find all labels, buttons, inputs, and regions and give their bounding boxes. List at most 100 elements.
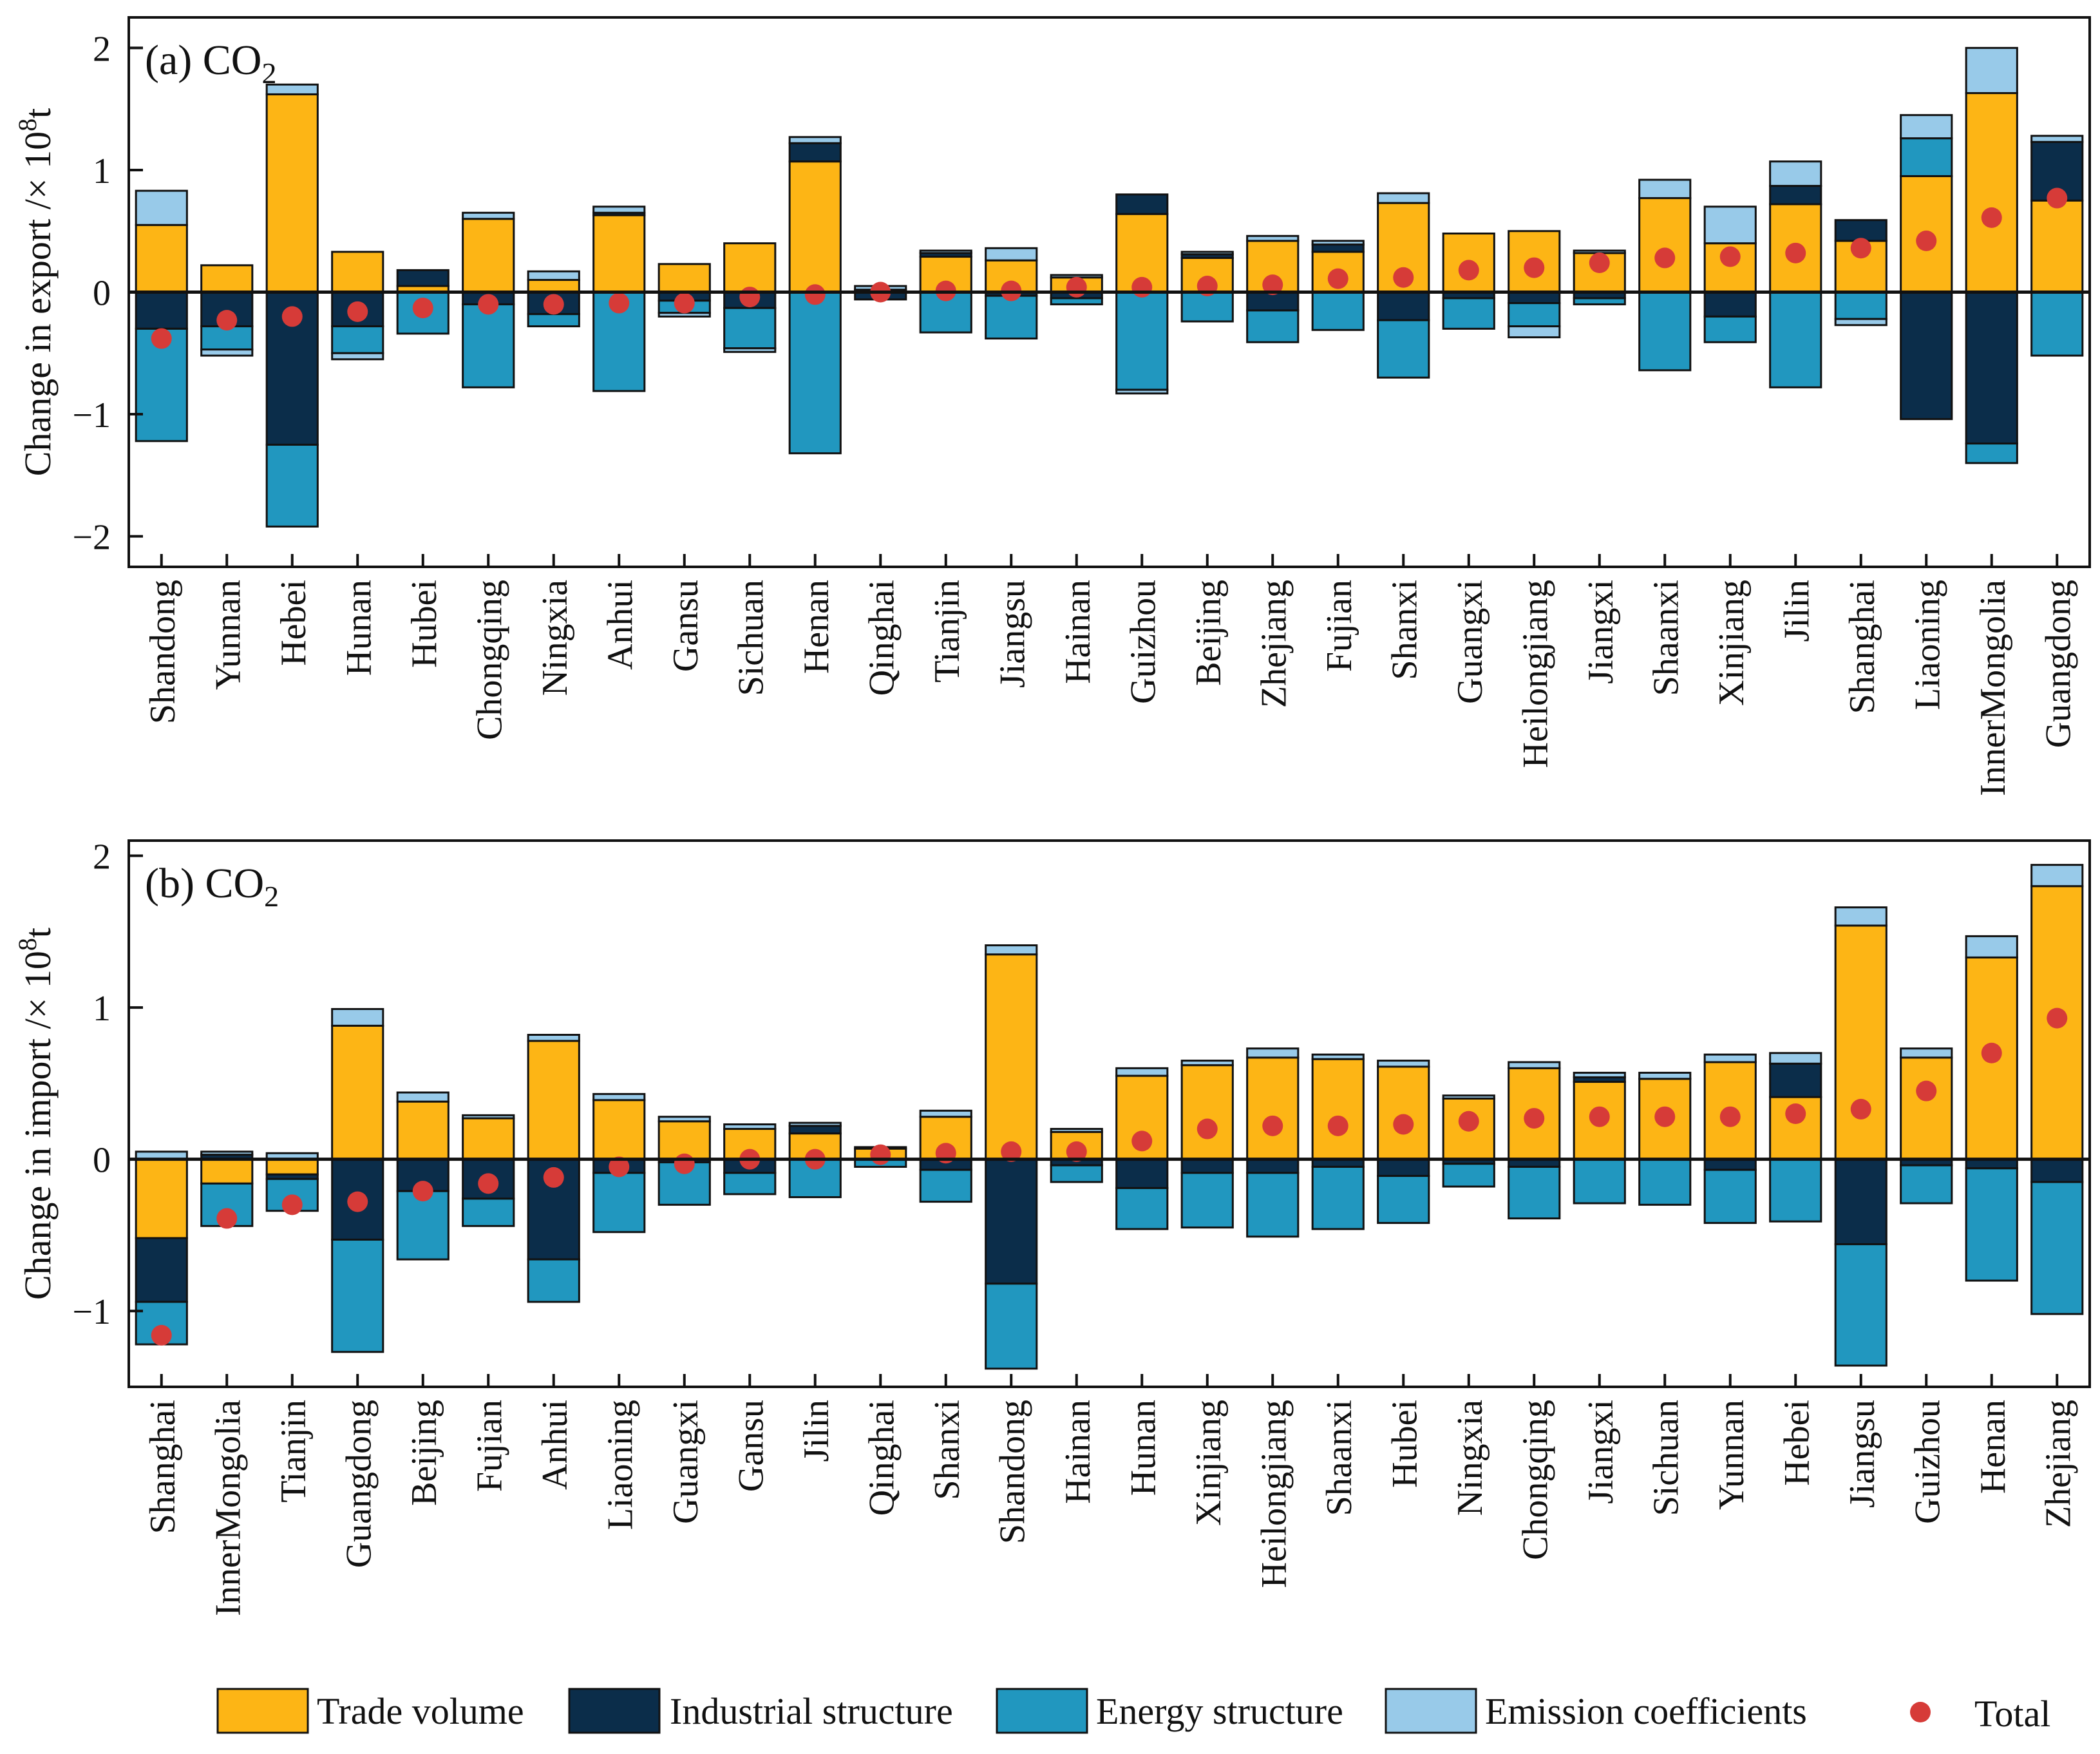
total-dot-guizhou — [1916, 1080, 1937, 1101]
legend-swatch-energy-structure — [996, 1688, 1088, 1734]
category-label-hainan: Hainan — [1058, 580, 1098, 684]
bar-energy-structure-chongqing — [1508, 1165, 1561, 1220]
bar-trade-volume-beijing — [396, 1100, 449, 1161]
total-dot-henan — [1981, 1042, 2002, 1063]
bar-trade-volume-jiangsu — [985, 259, 1038, 293]
total-dot-ningxia — [543, 294, 564, 315]
total-dot-sichuan — [739, 287, 761, 308]
category-label-hebei: Hebei — [274, 580, 314, 666]
bar-emission-coefficients-shaanxi — [1311, 1053, 1365, 1060]
bar-emission-coefficients-zhejiang — [2030, 864, 2084, 888]
total-dot-hebei — [281, 306, 303, 327]
category-label-innermongolia: InnerMongolia — [1973, 580, 2013, 796]
category-label-guangdong: Guangdong — [2038, 580, 2078, 748]
category-label-anhui: Anhui — [600, 580, 640, 670]
category-label-guangdong: Guangdong — [339, 1400, 379, 1568]
bar-industrial-structure-fujian — [1311, 243, 1365, 253]
panel-a-total-dots — [151, 187, 2068, 349]
panel-a-y-tick-label: 0 — [93, 274, 111, 314]
total-dot-chongqing — [478, 294, 499, 315]
bar-trade-volume-shanghai — [135, 1158, 188, 1239]
total-dot-hubei — [412, 298, 433, 319]
bar-industrial-structure-jilin — [1769, 185, 1822, 205]
bar-emission-coefficients-ningxia — [527, 270, 580, 281]
category-label-beijing: Beijing — [404, 1400, 444, 1506]
total-dot-sichuan — [1654, 1106, 1676, 1127]
category-label-heilongjiang: Heilongjiang — [1254, 1400, 1294, 1588]
legend-swatch-emission-coefficients — [1385, 1688, 1477, 1734]
total-dot-jiangxi — [1589, 253, 1610, 274]
panel-a-title: (a) CO2 — [145, 37, 276, 90]
bar-trade-volume-innermongolia — [200, 1158, 254, 1185]
bar-energy-structure-beijing — [1180, 291, 1234, 323]
bar-energy-structure-hebei — [1769, 1158, 1822, 1223]
total-dot-shaanxi — [1654, 247, 1676, 269]
bar-emission-coefficients-heilongjiang — [1246, 1047, 1300, 1059]
panel-a-category-labels: Shandong Yunnan Hebei Hunan Hubei Chongqing Ni… — [143, 580, 2079, 796]
bar-trade-volume-xinjiang — [1180, 1064, 1234, 1161]
bar-energy-structure-zhejiang — [2030, 1181, 2084, 1315]
category-label-shandong: Shandong — [143, 580, 183, 724]
panel-b-y-tick-label: −1 — [72, 1292, 111, 1332]
bar-energy-structure-jiangsu — [985, 294, 1038, 340]
bar-emission-coefficients-fujian — [462, 1114, 515, 1120]
bar-trade-volume-fujian — [462, 1117, 515, 1161]
category-label-innermongolia: InnerMongolia — [208, 1400, 248, 1616]
panel-b-frame — [128, 839, 2091, 1388]
total-dot-hunan — [347, 301, 368, 322]
panel-b-y-tick-label: 1 — [93, 989, 111, 1029]
bar-emission-coefficients-shandong — [135, 189, 188, 226]
total-dot-shaanxi — [1327, 1115, 1348, 1136]
bar-trade-volume-sichuan — [723, 242, 777, 293]
bar-emission-coefficients-hebei — [265, 83, 319, 95]
total-dot-henan — [804, 284, 826, 305]
legend-item-emission-coefficients: Emission coefficients — [1385, 1688, 1807, 1734]
panel-a-y-tick-label: −1 — [72, 396, 111, 435]
panel-a-export-chart: −2 −1 0 1 2 Shandong Yunnan Hebei Hunan Hubei Cho… — [13, 16, 2091, 796]
bar-energy-structure-fujian — [462, 1197, 515, 1227]
legend-label-total: Total — [1974, 1693, 2050, 1735]
bar-emission-coefficients-anhui — [592, 205, 646, 214]
panel-b-title: (b) CO2 — [145, 860, 279, 913]
bar-industrial-structure-heilongjiang — [1246, 1158, 1300, 1174]
total-dot-guangxi — [1458, 260, 1479, 281]
bar-emission-coefficients-chongqing — [462, 211, 515, 220]
bar-energy-structure-shaanxi — [1311, 1165, 1365, 1230]
bar-energy-structure-heilongjiang — [1508, 302, 1561, 328]
total-dot-yunnan — [1719, 1106, 1741, 1127]
bar-emission-coefficients-yunnan — [1703, 1053, 1757, 1063]
total-dot-chongqing — [1524, 1108, 1545, 1129]
bar-trade-volume-anhui — [592, 214, 646, 293]
bar-energy-structure-jiangxi — [1573, 1158, 1626, 1205]
bar-trade-volume-jiangsu — [1834, 924, 1887, 1161]
category-label-liaoning: Liaoning — [1907, 580, 1947, 710]
panel-a-y-axis-label: Change in export /× 108t — [13, 108, 59, 476]
bar-emission-coefficients-innermongolia — [200, 1150, 254, 1156]
bar-trade-volume-shaanxi — [1638, 197, 1692, 294]
bar-energy-structure-sichuan — [723, 307, 777, 350]
bar-energy-structure-anhui — [527, 1258, 580, 1303]
category-label-shanghai: Shanghai — [143, 1400, 183, 1534]
legend-marker-total — [1910, 1702, 1931, 1722]
bar-emission-coefficients-sichuan — [723, 347, 777, 353]
bar-trade-volume-shaanxi — [1311, 1058, 1365, 1161]
bar-industrial-structure-henan — [788, 142, 842, 163]
bar-trade-volume-guizhou — [1900, 1056, 1953, 1161]
panel-a-x-ticks — [160, 554, 2059, 567]
category-label-fujian: Fujian — [469, 1400, 509, 1492]
total-dot-jiangxi — [1589, 1106, 1610, 1127]
bar-energy-structure-zhejiang — [1246, 309, 1300, 343]
total-dot-liaoning — [609, 1156, 630, 1177]
bar-energy-structure-xinjiang — [1180, 1172, 1234, 1229]
bar-emission-coefficients-ningxia — [1442, 1094, 1495, 1100]
bar-emission-coefficients-hubei — [1377, 1060, 1430, 1068]
bar-trade-volume-guangdong — [331, 1024, 384, 1161]
category-label-heilongjiang: Heilongjiang — [1515, 580, 1555, 768]
bar-emission-coefficients-guizhou — [1900, 1047, 1953, 1059]
category-label-henan: Henan — [797, 580, 837, 674]
bar-emission-coefficients-anhui — [527, 1034, 580, 1042]
total-dot-zhejiang — [1262, 274, 1283, 296]
category-label-chongqing: Chongqing — [1515, 1400, 1555, 1560]
bar-emission-coefficients-zhejiang — [1246, 234, 1300, 242]
total-dot-guizhou — [1131, 276, 1153, 298]
